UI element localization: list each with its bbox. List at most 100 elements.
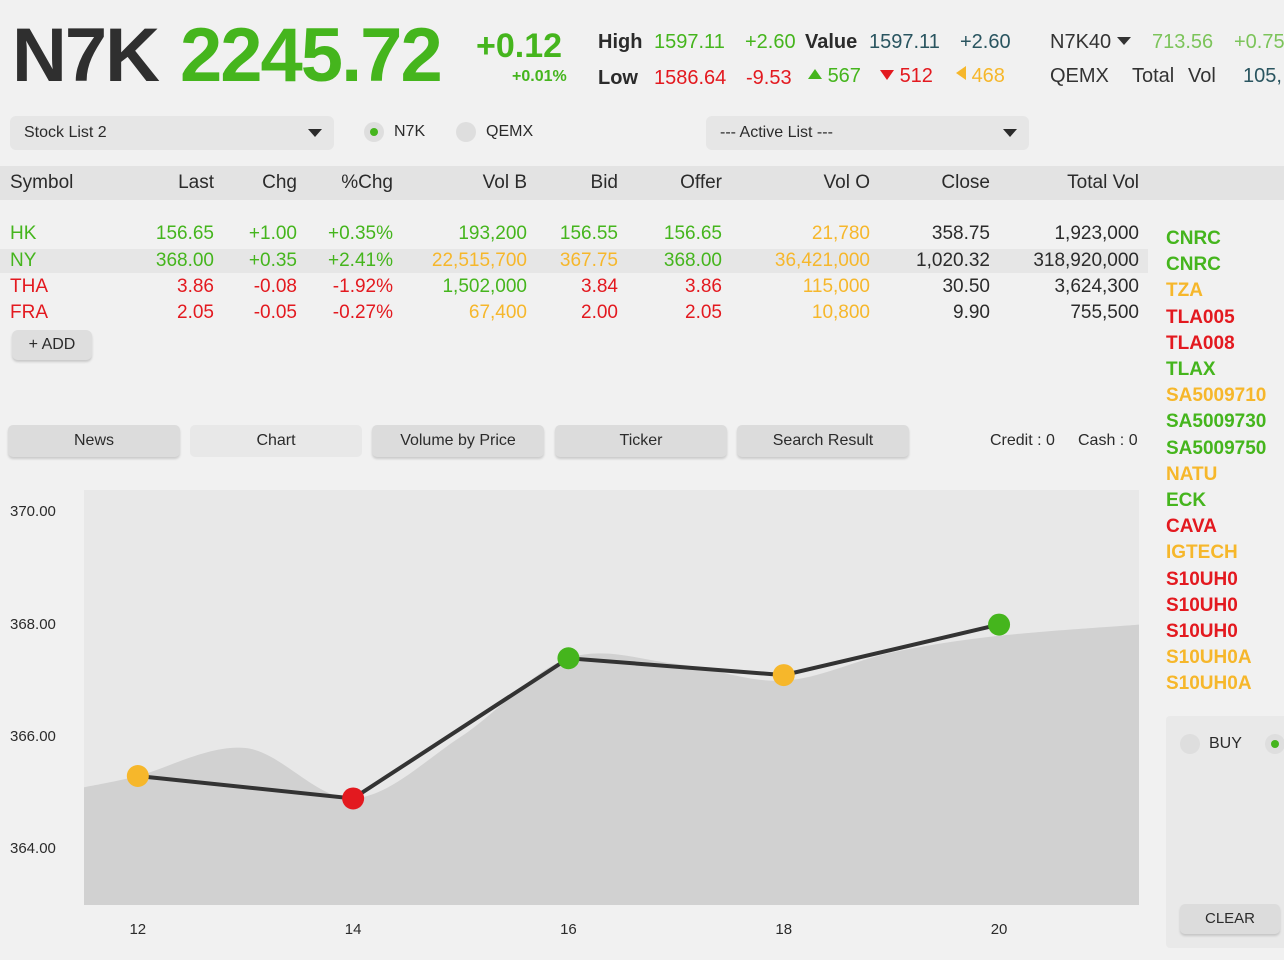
chevron-down-icon	[1116, 37, 1131, 45]
stock-list-value: Stock List 2	[24, 124, 107, 141]
x-tick-label: 14	[344, 921, 362, 938]
cash-value: Cash : 0	[1078, 432, 1138, 449]
y-tick-label: 368.00	[10, 615, 56, 633]
cell-close: 1,020.32	[916, 250, 990, 271]
cell-total: 318,920,000	[1033, 250, 1139, 271]
triangle-left-icon	[956, 66, 966, 80]
cell-volb: 193,200	[458, 223, 527, 244]
col-chg[interactable]: Chg	[262, 172, 297, 193]
index-name: N7K	[12, 13, 160, 98]
cell-pct: -0.27%	[332, 302, 393, 323]
value-value: 1597.11	[869, 31, 940, 53]
cell-volb: 22,515,700	[431, 250, 527, 271]
stock-list-dropdown[interactable]: Stock List 2	[10, 116, 334, 150]
price-chart[interactable]	[0, 480, 1150, 960]
cell-volo: 21,780	[811, 223, 870, 244]
total-vol-value: 105,	[1243, 65, 1282, 87]
unchanged: 468	[956, 64, 1005, 88]
cell-volo: 36,421,000	[774, 250, 870, 271]
watchlist-item[interactable]: IGTECH	[1166, 542, 1238, 564]
tab-search-result[interactable]: Search Result	[737, 425, 909, 457]
buy-label: BUY	[1209, 735, 1242, 752]
col-last[interactable]: Last	[178, 172, 214, 193]
watchlist-item[interactable]: SA5009730	[1166, 411, 1267, 433]
sub-index-value: 713.56	[1152, 31, 1214, 53]
index-value: 2245.72	[180, 13, 443, 98]
data-point[interactable]	[772, 664, 795, 687]
watchlist-item[interactable]: S10UH0A	[1166, 673, 1252, 695]
sub-index-name: N7K40	[1050, 31, 1112, 53]
high-label: High	[598, 31, 643, 53]
radio-sell[interactable]	[1265, 734, 1284, 754]
watchlist-item[interactable]: S10UH0	[1166, 594, 1238, 616]
data-point[interactable]	[126, 765, 149, 788]
cell-symbol: THA	[10, 276, 48, 297]
col-offer[interactable]: Offer	[680, 172, 722, 193]
radio-unselected-icon	[1180, 734, 1200, 754]
watchlist-item[interactable]: NATU	[1166, 463, 1218, 485]
sub-index-select[interactable]: N7K40	[1050, 30, 1131, 54]
watchlist-item[interactable]: ECK	[1166, 490, 1207, 511]
watchlist-item[interactable]: S10UH0A	[1166, 647, 1252, 669]
cell-volb: 1,502,000	[442, 276, 527, 297]
data-point[interactable]	[988, 613, 1011, 636]
cell-chg: +1.00	[248, 223, 297, 244]
cell-offer: 156.65	[663, 223, 722, 244]
cell-bid: 2.00	[581, 302, 618, 323]
cell-symbol: HK	[10, 223, 37, 244]
col-close[interactable]: Close	[941, 172, 990, 193]
x-tick-label: 20	[990, 921, 1008, 938]
decliners: 512	[880, 64, 933, 88]
watchlist-item[interactable]: SA5009750	[1166, 437, 1267, 459]
watchlist-item[interactable]: CNRC	[1166, 254, 1221, 276]
col-pct-chg[interactable]: %Chg	[341, 172, 393, 193]
col-bid[interactable]: Bid	[590, 172, 618, 193]
index-change-pct: +0.01%	[512, 68, 567, 85]
low-value: 1586.64	[654, 67, 727, 89]
tab-ticker[interactable]: Ticker	[555, 425, 727, 457]
cell-symbol: FRA	[10, 302, 48, 323]
cell-total: 1,923,000	[1054, 223, 1139, 244]
add-button[interactable]: + ADD	[12, 330, 92, 360]
tab-volume-by-price[interactable]: Volume by Price	[372, 425, 544, 457]
cell-volo: 115,000	[802, 276, 870, 297]
col-symbol[interactable]: Symbol	[10, 172, 74, 193]
advancers: 567	[808, 64, 861, 88]
cell-pct: +0.35%	[328, 223, 393, 244]
cell-total: 3,624,300	[1054, 276, 1139, 297]
watchlist-item[interactable]: SA5009710	[1166, 385, 1267, 407]
cell-last: 2.05	[177, 302, 214, 323]
market2-name: QEMX	[1050, 65, 1109, 87]
col-vol-o[interactable]: Vol O	[823, 172, 870, 193]
x-tick-label: 16	[560, 921, 577, 938]
watchlist-item[interactable]: TZA	[1166, 280, 1203, 302]
vol-label: Vol	[1188, 65, 1216, 87]
watchlist-item[interactable]: CAVA	[1166, 516, 1218, 538]
active-list-value: --- Active List ---	[720, 124, 833, 141]
y-tick-label: 370.00	[10, 503, 56, 521]
watchlist-item[interactable]: S10UH0	[1166, 621, 1238, 642]
watchlist-item[interactable]: TLA008	[1166, 332, 1235, 354]
radio-buy[interactable]	[1180, 734, 1200, 759]
cell-close: 30.50	[942, 276, 990, 297]
watchlist-item[interactable]: TLA005	[1166, 306, 1235, 328]
clear-button[interactable]: CLEAR	[1180, 904, 1280, 934]
cell-pct: -1.92%	[332, 276, 393, 297]
watchlist-item[interactable]: S10UH0	[1166, 568, 1238, 590]
col-total-vol[interactable]: Total Vol	[1067, 172, 1139, 193]
cell-bid: 367.75	[559, 250, 618, 271]
low-label: Low	[598, 67, 638, 89]
cell-volo: 10,800	[811, 302, 870, 323]
data-point[interactable]	[342, 787, 365, 810]
cell-chg: -0.05	[253, 302, 297, 323]
watchlist-item[interactable]: CNRC	[1166, 228, 1221, 249]
data-point[interactable]	[557, 647, 580, 670]
col-vol-b[interactable]: Vol B	[482, 172, 527, 193]
radio-n7k[interactable]	[364, 122, 384, 147]
tab-chart[interactable]: Chart	[190, 425, 362, 457]
advancers-count: 567	[827, 65, 861, 87]
active-list-dropdown[interactable]: --- Active List ---	[706, 116, 1029, 150]
tab-news[interactable]: News	[8, 425, 180, 457]
radio-qemx[interactable]	[456, 122, 476, 147]
watchlist-item[interactable]: TLAX	[1166, 359, 1216, 380]
